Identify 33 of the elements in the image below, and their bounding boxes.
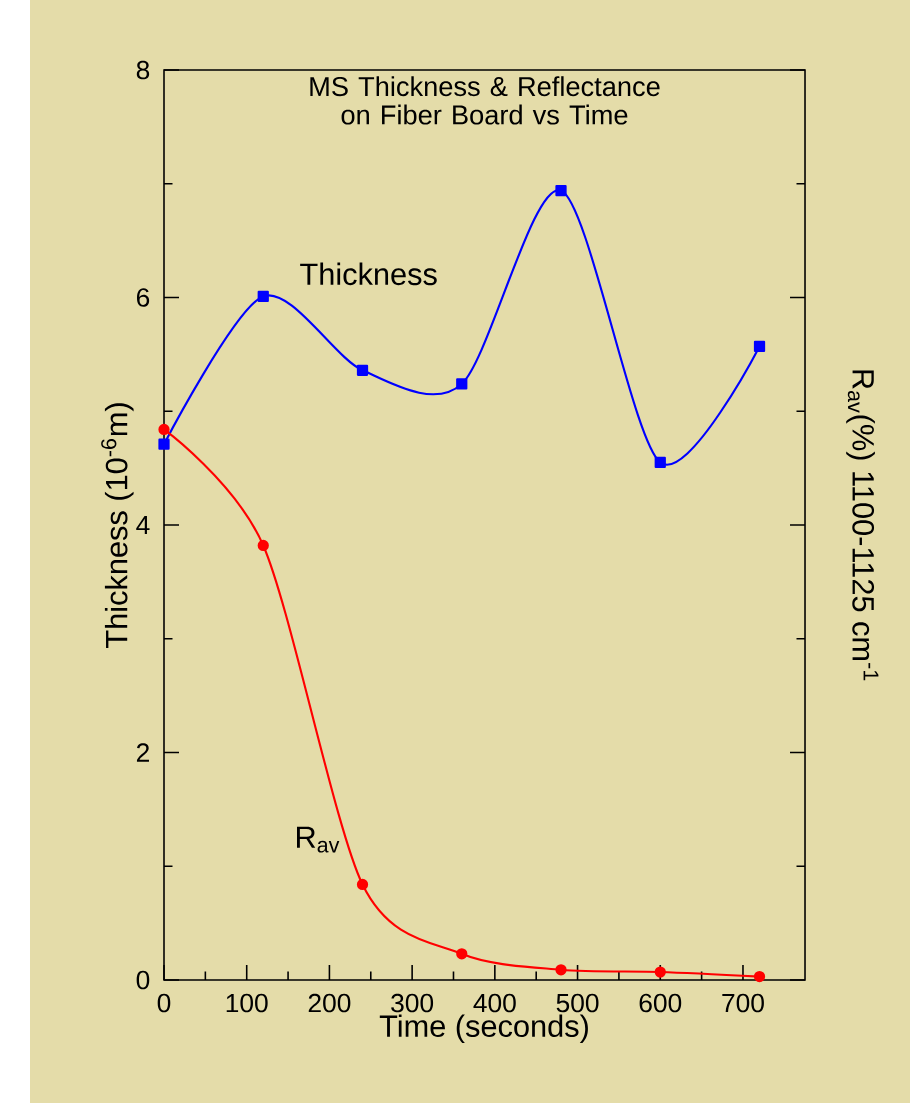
series-label: R$_{av}$ bbox=[297, 826, 340, 853]
y-tick-label: 0 bbox=[136, 970, 150, 990]
y-axis-title: Thickness (10$^{-6}$m) bbox=[101, 403, 134, 648]
point bbox=[555, 964, 567, 976]
x-tick-label: 300 bbox=[391, 993, 434, 1013]
x-tick-label: 600 bbox=[639, 993, 682, 1013]
x-tick-label: 200 bbox=[308, 993, 351, 1013]
x-tick-label: 400 bbox=[473, 993, 516, 1013]
y2-axis-title: R$_{av}$(%) 1100-1125 cm$^{-1}$ bbox=[846, 370, 879, 681]
series-label: Thickness bbox=[300, 262, 437, 286]
x-axis-title: Time (seconds) bbox=[379, 1014, 588, 1044]
x-tick-label: 0 bbox=[157, 993, 171, 1013]
point bbox=[654, 456, 666, 469]
text: MS Thickness & Reflectance on Fiber Board vs Time bbox=[310, 76, 660, 125]
point bbox=[753, 340, 766, 353]
point bbox=[753, 970, 766, 983]
point bbox=[158, 423, 170, 436]
point bbox=[555, 184, 567, 197]
point bbox=[158, 438, 170, 450]
point bbox=[356, 878, 369, 891]
y-tick-label: 6 bbox=[136, 288, 150, 307]
point bbox=[257, 290, 269, 302]
x-tick-label: 500 bbox=[556, 993, 599, 1013]
point bbox=[654, 966, 666, 978]
point bbox=[356, 364, 369, 376]
x-tick-label: 100 bbox=[226, 993, 268, 1013]
y-tick-label: 4 bbox=[136, 515, 150, 535]
point bbox=[456, 378, 468, 390]
point bbox=[456, 948, 468, 960]
x-tick-label: 700 bbox=[722, 993, 764, 1013]
point bbox=[257, 539, 269, 552]
y-tick-label: 2 bbox=[136, 743, 149, 762]
y-tick-label: 8 bbox=[136, 60, 150, 80]
